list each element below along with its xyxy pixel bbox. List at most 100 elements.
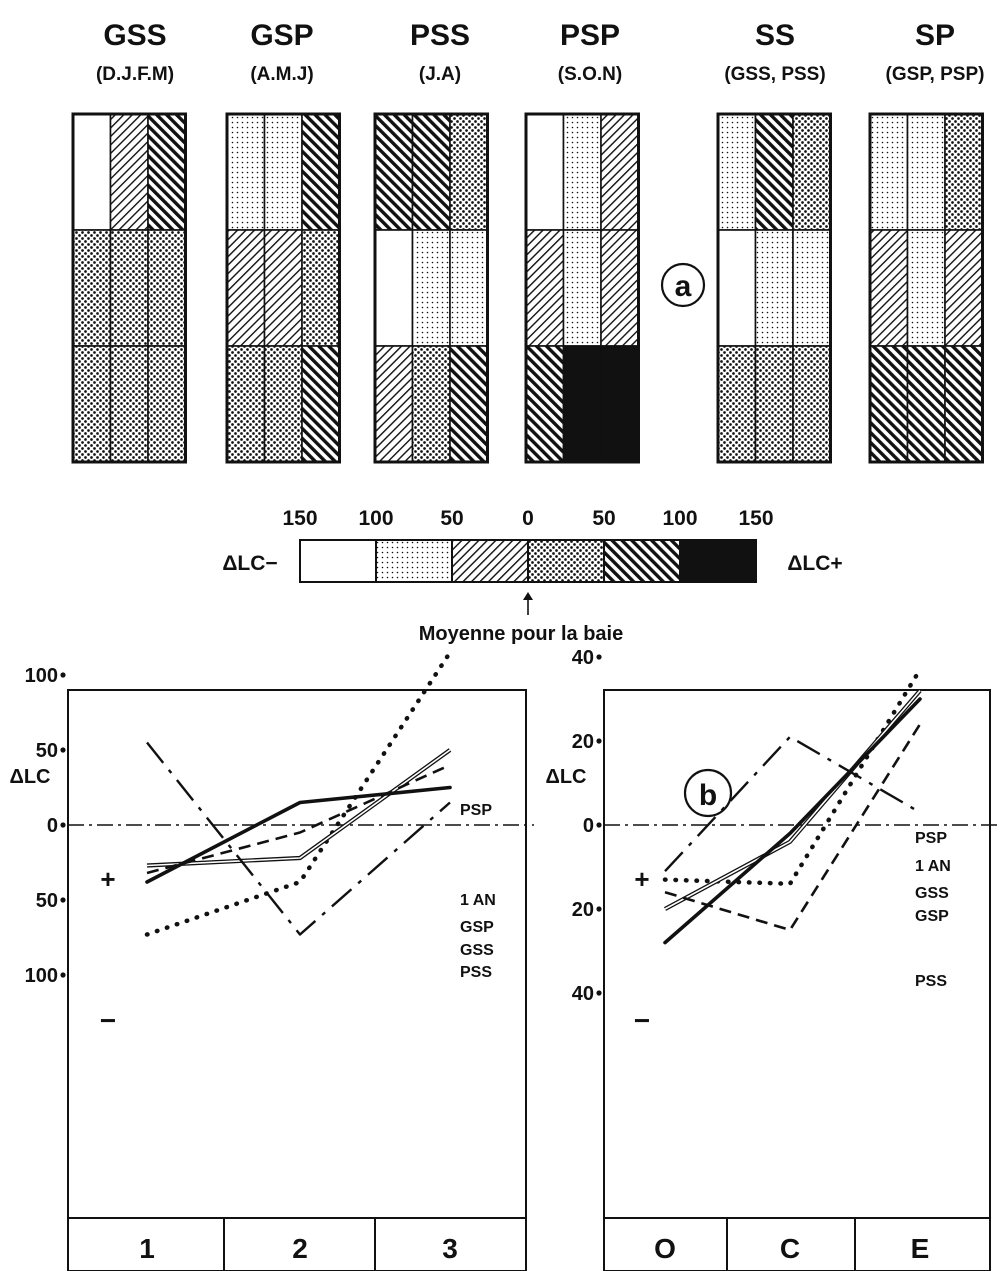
series-line-0-3 <box>145 785 452 884</box>
grid-cell-0-0-0 <box>72 113 112 231</box>
category-label-0-2: 3 <box>442 1233 458 1264</box>
grid-cell-0-2-1 <box>109 345 149 463</box>
grid-cell-5-2-1 <box>906 345 946 463</box>
grid-cell-2-0-2 <box>449 113 489 231</box>
grid-cell-1-2-0 <box>226 345 266 463</box>
category-label-0-0: 1 <box>139 1233 155 1264</box>
y-tick-0-3: 50 <box>36 890 58 912</box>
grid-cell-3-1-1 <box>562 229 602 347</box>
group-period-5: (GSP, PSP) <box>886 64 985 85</box>
category-label-0-1: 2 <box>292 1233 308 1264</box>
series-label-1-0: PSP <box>915 830 947 847</box>
scale-right-label: ΔLC+ <box>787 552 842 575</box>
group-name-2: PSS <box>410 19 470 52</box>
grid-cell-4-2-0 <box>717 345 757 463</box>
series-line-1-0 <box>662 667 923 887</box>
grid-cell-5-1-2 <box>944 229 984 347</box>
scale-ticks: 150 100 50 0 50 100 150 <box>282 507 773 530</box>
y-tick-dot-1-3 <box>596 906 602 912</box>
category-label-1-0: O <box>654 1233 676 1264</box>
group-name-0: GSS <box>103 19 166 52</box>
grid-cell-3-0-0 <box>525 113 565 231</box>
series-label-0-3: GSS <box>460 942 494 959</box>
group-period-3: (S.O.N) <box>558 64 622 85</box>
grid-cell-0-0-1 <box>109 113 149 231</box>
grid-cell-1-1-2 <box>301 229 341 347</box>
grid-cell-2-0-0 <box>374 113 414 231</box>
scale-tick-1: 100 <box>358 507 393 530</box>
scale-tick-3: 0 <box>522 507 534 530</box>
grid-cell-3-2-2 <box>600 345 640 463</box>
y-tick-0-4: 100 <box>25 965 58 987</box>
grid-cell-3-1-0 <box>525 229 565 347</box>
grid-frame-1 <box>225 112 341 464</box>
scale-bar: ΔLC− ΔLC+ 150 100 50 0 50 100 150 Moyenne pour… <box>222 507 842 645</box>
badge-a-label: a <box>675 270 692 303</box>
grid-cell-3-0-1 <box>562 113 602 231</box>
grid-cell-3-1-2 <box>600 229 640 347</box>
grid-cell-5-1-1 <box>906 229 946 347</box>
grid-frame-0 <box>71 112 187 464</box>
scale-left-label: ΔLC− <box>222 552 277 575</box>
minus-sign-1: − <box>634 1005 650 1036</box>
grid-cell-3-0-2 <box>600 113 640 231</box>
y-tick-dot-1-1 <box>596 738 602 744</box>
grid-cell-2-1-0 <box>374 229 414 347</box>
category-frame-1 <box>603 1217 991 1271</box>
series-line-1-4 <box>664 735 921 873</box>
grid-cell-5-2-0 <box>869 345 909 463</box>
y-tick-dot-0-0 <box>60 672 66 678</box>
y-axis-label-0: ΔLC <box>9 766 50 788</box>
grid-frame-3 <box>524 112 640 464</box>
grid-cell-0-2-2 <box>147 345 187 463</box>
grid-cell-5-0-1 <box>906 113 946 231</box>
grid-cell-0-1-2 <box>147 229 187 347</box>
grid-cell-4-2-1 <box>754 345 794 463</box>
scale-tick-4: 50 <box>592 507 615 530</box>
category-label-1-1: C <box>780 1233 800 1264</box>
mean-arrow-head-icon <box>523 592 533 600</box>
series-label-0-1: 1 AN <box>460 892 496 909</box>
chart-left: 1 2 3 ΔLC 100 50 0 50 100 + − PSP 1 AN GSP GSS PSS <box>9 650 534 1271</box>
badge-a: a <box>660 262 706 308</box>
y-tick-dot-1-4 <box>596 990 602 996</box>
plot-frame-0 <box>67 689 527 1219</box>
y-tick-dot-1-2 <box>596 822 602 828</box>
series-label-1-3: GSP <box>915 908 949 925</box>
grid-cell-5-0-2 <box>944 113 984 231</box>
grid-cell-5-1-0 <box>869 229 909 347</box>
group-period-4: (GSS, PSS) <box>724 64 825 85</box>
series-label-1-4: PSS <box>915 973 947 990</box>
group-name-5: SP <box>915 19 955 52</box>
grid-cell-1-2-2 <box>301 345 341 463</box>
grid-frame-2 <box>373 112 489 464</box>
grid-cell-2-0-1 <box>411 113 451 231</box>
scale-tick-2: 50 <box>440 507 463 530</box>
series-label-1-2: GSS <box>915 885 949 902</box>
grid-frame-5 <box>868 112 984 464</box>
series-line-0-1 <box>146 748 452 868</box>
y-tick-1-1: 20 <box>572 731 594 753</box>
plus-sign-1: + <box>634 864 649 894</box>
grid-cell-4-0-0 <box>717 113 757 231</box>
panel-a-grid-groups: GSS (D.J.F.M) GSP (A.M.J) PSS (J.A) PSP (S.O.N)… <box>71 19 985 464</box>
grid-cell-4-1-0 <box>717 229 757 347</box>
y-tick-1-2: 0 <box>583 815 594 837</box>
grid-cell-1-1-1 <box>263 229 303 347</box>
y-tick-1-0: 40 <box>572 647 594 669</box>
scale-segment-0 <box>299 539 377 583</box>
series-label-0-4: PSS <box>460 964 492 981</box>
group-name-1: GSP <box>250 19 313 52</box>
scale-caption: Moyenne pour la baie <box>419 623 623 645</box>
y-tick-1-4: 40 <box>572 983 594 1005</box>
series-label-1-1: 1 AN <box>915 858 951 875</box>
grid-cell-2-2-1 <box>411 345 451 463</box>
y-tick-dot-0-4 <box>60 972 66 978</box>
minus-sign-0: − <box>100 1005 116 1036</box>
category-label-1-2: E <box>911 1233 930 1264</box>
grid-cell-2-2-2 <box>449 345 489 463</box>
grid-cell-4-1-1 <box>754 229 794 347</box>
grid-cell-1-2-1 <box>263 345 303 463</box>
grid-cell-2-2-0 <box>374 345 414 463</box>
